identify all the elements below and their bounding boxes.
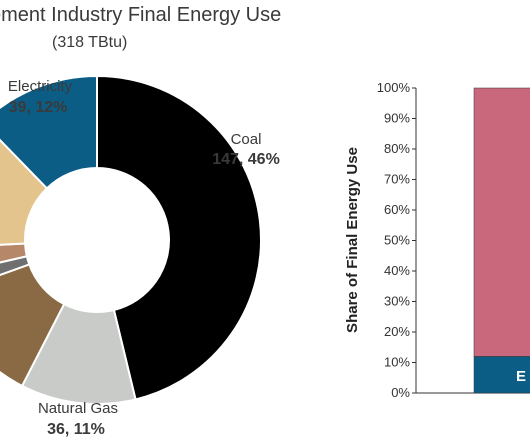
y-tick-label: 10% <box>384 355 410 370</box>
donut-slice-coal <box>96 74 262 401</box>
y-axis-ticks: 0% 10% 20% 30% 40% 50% 60% 70% 80% 90% 100% <box>377 80 530 400</box>
bar-segment-label: E <box>516 368 526 385</box>
coal-label: Coal <box>231 131 262 148</box>
electricity-label: Electricity <box>8 78 73 95</box>
bar-segment-1 <box>473 87 530 357</box>
y-tick-label: 50% <box>384 233 410 248</box>
donut-slice-electricity <box>0 74 98 190</box>
bar-segment-0 <box>473 356 530 394</box>
y-tick-label: 60% <box>384 202 410 217</box>
y-tick-label: 20% <box>384 324 410 339</box>
y-tick-label: 100% <box>377 80 411 95</box>
donut-slice-slice-2 <box>0 263 66 388</box>
natural-gas-label: Natural Gas <box>38 400 118 417</box>
donut-chart <box>0 74 262 405</box>
y-tick-label: 90% <box>384 111 410 126</box>
natural-gas-value-label: 36, 11% <box>47 421 105 438</box>
bar-segments <box>473 87 530 394</box>
y-tick-label: 80% <box>384 141 410 156</box>
coal-value-label: 147, 46% <box>212 151 280 168</box>
y-tick-label: 0% <box>391 385 410 400</box>
donut-slice-slice-5 <box>0 138 49 246</box>
chart-title: ement Industry Final Energy Use <box>0 4 282 26</box>
y-tick-label: 30% <box>384 294 410 309</box>
y-axis-label: Share of Final Energy Use <box>344 147 361 333</box>
stacked-bar-chart: Share of Final Energy Use 0% 10% 20% 30% 40%… <box>344 80 530 400</box>
y-tick-label: 40% <box>384 263 410 278</box>
electricity-value-label: 39, 12% <box>9 99 68 116</box>
chart-subtitle: (318 TBtu) <box>52 34 128 51</box>
y-tick-label: 70% <box>384 172 410 187</box>
